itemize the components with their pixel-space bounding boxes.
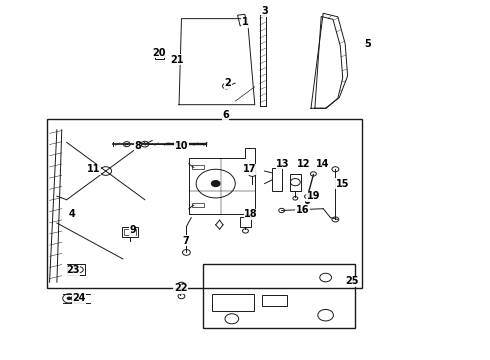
Bar — [192, 203, 204, 207]
Bar — [203, 264, 355, 328]
Circle shape — [211, 180, 220, 187]
Bar — [240, 217, 251, 226]
Text: 5: 5 — [364, 39, 370, 49]
Text: 18: 18 — [244, 209, 258, 219]
Text: 16: 16 — [296, 206, 309, 216]
Text: 20: 20 — [153, 48, 166, 58]
Text: 15: 15 — [336, 179, 349, 189]
Circle shape — [75, 297, 80, 300]
Bar — [47, 119, 362, 288]
Bar — [238, 14, 247, 26]
Text: 24: 24 — [72, 293, 86, 303]
Text: 23: 23 — [66, 265, 80, 275]
Text: 6: 6 — [222, 111, 229, 121]
Bar — [122, 226, 138, 237]
Text: 7: 7 — [182, 236, 189, 246]
Text: 14: 14 — [316, 159, 329, 169]
Text: 8: 8 — [134, 141, 141, 151]
Text: 25: 25 — [346, 276, 359, 286]
Text: 19: 19 — [307, 191, 320, 201]
Bar — [290, 174, 301, 191]
Text: 2: 2 — [224, 78, 231, 88]
Text: 21: 21 — [170, 55, 183, 65]
Bar — [131, 229, 136, 235]
Bar — [262, 296, 287, 306]
Text: 4: 4 — [68, 209, 75, 219]
Text: 12: 12 — [297, 159, 310, 169]
Bar — [272, 168, 282, 192]
Bar — [124, 229, 129, 235]
Text: 13: 13 — [276, 159, 290, 169]
Circle shape — [125, 143, 128, 145]
Text: 10: 10 — [175, 141, 188, 151]
Text: 17: 17 — [243, 164, 257, 174]
Bar — [155, 51, 164, 59]
Bar — [67, 264, 85, 275]
Text: 22: 22 — [174, 283, 187, 293]
Circle shape — [67, 297, 72, 300]
Text: 9: 9 — [129, 225, 136, 235]
Bar — [212, 294, 254, 311]
Circle shape — [305, 201, 310, 204]
Text: 11: 11 — [87, 164, 100, 174]
Bar — [192, 165, 204, 169]
Text: 1: 1 — [242, 17, 248, 27]
Text: 3: 3 — [261, 6, 268, 17]
